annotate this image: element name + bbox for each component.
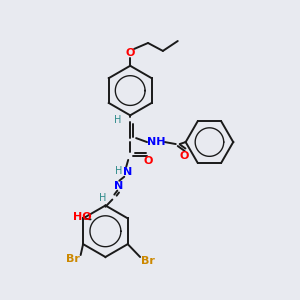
Text: NH: NH	[147, 137, 165, 147]
Text: Br: Br	[66, 254, 80, 264]
Text: HO: HO	[73, 212, 92, 222]
Text: Br: Br	[141, 256, 155, 266]
Text: O: O	[125, 48, 135, 58]
Text: N: N	[123, 167, 132, 177]
Text: O: O	[143, 156, 153, 166]
Text: H: H	[114, 115, 121, 125]
Text: H: H	[99, 193, 106, 202]
Text: H: H	[115, 166, 122, 176]
Text: N: N	[114, 181, 123, 191]
Text: O: O	[180, 151, 189, 161]
